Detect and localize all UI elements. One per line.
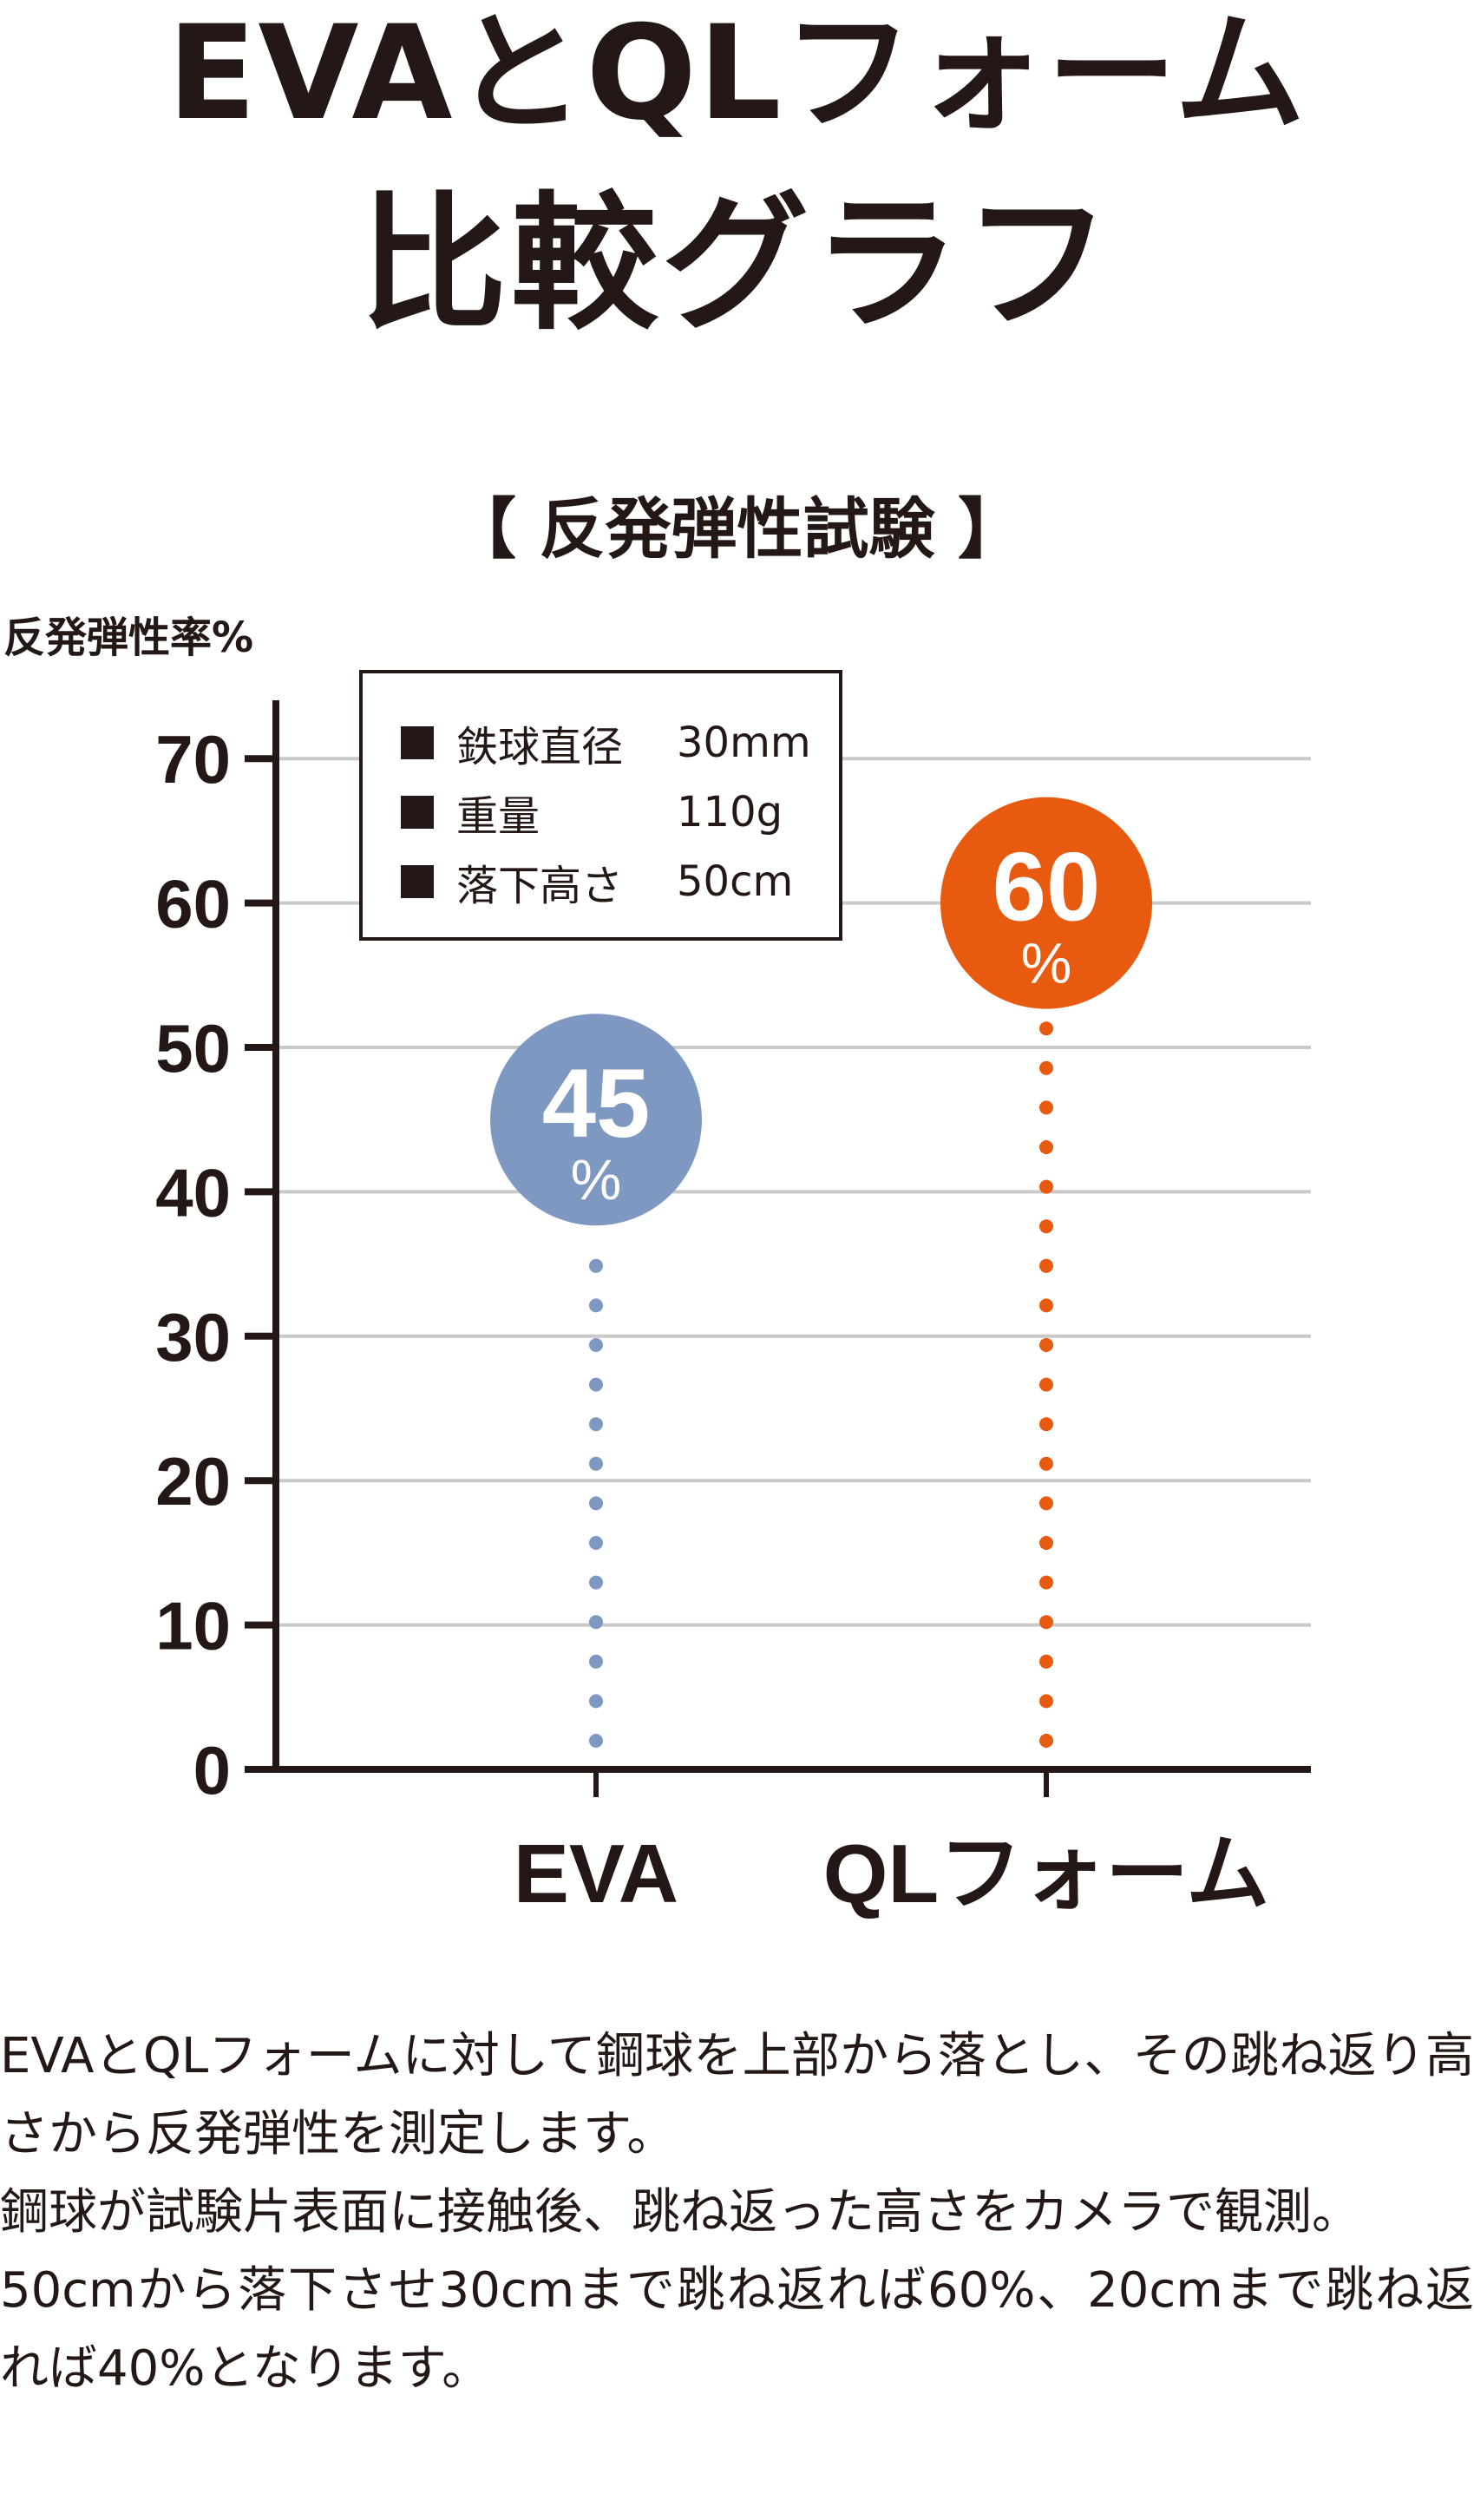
legend-key: 落下高さ: [456, 862, 624, 910]
dotted-stem-dot: [589, 1298, 603, 1313]
dotted-stem-dot: [589, 1377, 603, 1392]
dotted-stem-dot: [589, 1734, 603, 1748]
description-paragraph: EVAとQLフォームに対して鋼球を上部から落とし、その跳ね返り高さから反発弾性を…: [0, 2028, 1474, 2162]
value-unit-label: %: [571, 1147, 622, 1211]
dotted-stem-dot: [589, 1456, 603, 1471]
dotted-stem-dot: [1039, 1575, 1053, 1590]
dotted-stem-dot: [1039, 1377, 1053, 1392]
dotted-stem-dot: [1039, 1021, 1053, 1036]
dotted-stem-dot: [589, 1694, 603, 1709]
legend-key: 重量: [456, 792, 540, 841]
dotted-stem-dot: [1039, 1219, 1053, 1234]
y-tick-label: 50: [155, 1010, 231, 1086]
dotted-stem-dot: [1039, 1615, 1053, 1630]
dotted-stem-dot: [589, 1258, 603, 1273]
legend-item: 重量 110g: [401, 786, 783, 841]
value-bubble: [940, 797, 1152, 1009]
legend-value: 110g: [677, 788, 783, 837]
legend-value: 50cm: [677, 857, 794, 906]
x-tick-label: QLフォーム: [823, 1828, 1269, 1920]
page-title-line2: 比較グラフ: [359, 179, 1115, 351]
dotted-stem-dot: [1039, 1338, 1053, 1352]
dotted-stem-dot: [1039, 1100, 1053, 1115]
legend: 鉄球直径 30mm 重量 110g 落下高さ 50cm: [359, 670, 842, 941]
chart: 0 10 20 30 40 50 60 70 EVA 45% QLフォーム 60%: [155, 700, 1311, 1920]
value-bubble: [490, 1014, 702, 1226]
y-tick-label: 70: [155, 721, 231, 797]
dotted-stem-dot: [1039, 1060, 1053, 1075]
y-axis-label: 反発弾性率%: [3, 614, 254, 662]
dotted-stem-dot: [589, 1575, 603, 1590]
dotted-stem-dot: [1039, 1140, 1053, 1154]
description-paragraph: 50cmから落下させ30cmまで跳ね返れば60%、20cmまで跳ね返れば40%と…: [0, 2262, 1474, 2397]
square-bullet-icon: [401, 865, 434, 898]
dotted-stem-dot: [1039, 1694, 1053, 1709]
y-tick-label: 30: [155, 1299, 231, 1375]
y-tick-label: 0: [193, 1732, 231, 1808]
square-bullet-icon: [401, 796, 434, 829]
dotted-stem-dot: [1039, 1456, 1053, 1471]
dotted-stem-dot: [589, 1615, 603, 1630]
y-tick-label: 40: [155, 1154, 231, 1230]
value-unit-label: %: [1021, 931, 1072, 995]
dotted-stem-dot: [1039, 1298, 1053, 1313]
dotted-stem-dot: [1039, 1496, 1053, 1511]
dotted-stem-dot: [589, 1338, 603, 1352]
dotted-stem-dot: [1039, 1417, 1053, 1432]
legend-value: 30mm: [677, 719, 811, 767]
dotted-stem-dot: [589, 1417, 603, 1432]
y-tick-label: 20: [155, 1443, 231, 1519]
legend-item: 鉄球直径 30mm: [401, 717, 811, 771]
dotted-stem-dot: [589, 1536, 603, 1550]
page-title-line1: EVAとQLフォーム: [167, 0, 1307, 149]
legend-item: 落下高さ 50cm: [401, 856, 794, 910]
description-paragraph: 鋼球が試験片表面に接触後、跳ね返った高さをカメラで観測。: [0, 2184, 1360, 2241]
dotted-stem-dot: [1039, 1179, 1053, 1194]
dotted-stem-dot: [1039, 1654, 1053, 1669]
dotted-stem-dot: [589, 1654, 603, 1669]
value-label: 45: [542, 1049, 651, 1158]
y-tick-label: 10: [155, 1588, 231, 1664]
description: EVAとQLフォームに対して鋼球を上部から落とし、その跳ね返り高さから反発弾性を…: [0, 2018, 1474, 2408]
chart-title: 【 反発弾性試験 】: [450, 490, 1024, 568]
value-label: 60: [992, 833, 1101, 942]
dotted-stem-dot: [1039, 1734, 1053, 1748]
dotted-stem-dot: [1039, 1258, 1053, 1273]
x-tick-label: EVA: [514, 1828, 678, 1920]
legend-key: 鉄球直径: [456, 723, 624, 771]
y-tick-label: 60: [155, 866, 231, 942]
square-bullet-icon: [401, 726, 434, 759]
dotted-stem-dot: [1039, 1536, 1053, 1550]
dotted-stem-dot: [589, 1496, 603, 1511]
